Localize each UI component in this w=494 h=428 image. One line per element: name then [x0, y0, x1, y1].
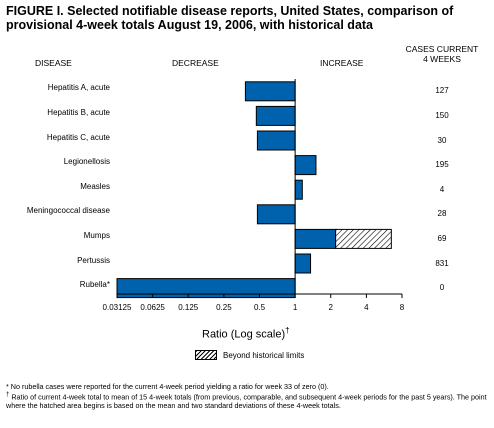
bar-1: [255, 105, 296, 126]
cases-value: 195: [435, 160, 449, 170]
cases-value: 4: [439, 184, 445, 194]
cases-value: 127: [435, 86, 449, 96]
x-tick-label: 2: [329, 303, 334, 312]
disease-label: Hepatitis B, acute: [47, 107, 110, 117]
legend-label: Beyond historical limits: [223, 350, 305, 360]
header-cases-line1: CASES CURRENT: [405, 44, 479, 54]
x-axis: 0.03125 0.0625 0.125 0.25 0.5 1 2 4 8: [103, 293, 405, 312]
disease-label: Hepatitis C, acute: [46, 132, 110, 142]
cases-value: 28: [437, 209, 447, 219]
bar-0: [244, 81, 296, 102]
header-cases: CASES CURRENT 4 WEEKS: [392, 44, 492, 64]
cases-value: 30: [437, 135, 447, 145]
header-disease: DISEASE: [35, 58, 72, 68]
header-decrease: DECREASE: [172, 58, 219, 68]
header-increase: INCREASE: [320, 58, 364, 68]
bar-8: [116, 278, 296, 299]
hatched-swatch: [195, 350, 217, 360]
x-axis-title: Ratio (Log scale)†: [202, 326, 290, 341]
disease-label: Legionellosis: [63, 157, 110, 167]
disease-label: Pertussis: [77, 255, 110, 265]
x-tick-label: 1: [293, 303, 298, 312]
cases-value: 831: [435, 258, 449, 268]
x-tick-label: 0.25: [216, 303, 232, 312]
x-axis-title-mark: †: [285, 326, 290, 335]
footnote-star-text: No rubella cases were reported for the c…: [10, 382, 329, 391]
figure-title: FIGURE I. Selected notifiable disease re…: [6, 4, 454, 32]
cases-value: 69: [437, 233, 447, 243]
footnote-dagger: † Ratio of current 4-week total to mean …: [6, 392, 487, 411]
x-tick-label: 0.0625: [140, 303, 165, 312]
bar-group: [116, 79, 392, 299]
footnotes: * No rubella cases were reported for the…: [6, 382, 490, 410]
bar-5: [256, 204, 296, 225]
x-axis-title-text: Ratio (Log scale): [202, 328, 286, 341]
bar-2: [256, 130, 296, 151]
disease-label: Mumps: [83, 230, 110, 240]
legend: Beyond historical limits: [195, 350, 304, 360]
cases-value: 0: [439, 283, 445, 293]
disease-label: Measles: [80, 181, 110, 191]
bar-beyond-limits-6: [335, 228, 392, 249]
x-tick-label: 0.125: [178, 303, 199, 312]
disease-label: Meningococcal disease: [26, 206, 110, 216]
bar-7: [294, 253, 312, 274]
footnote-dagger-text: Ratio of current 4-week total to mean of…: [6, 392, 487, 411]
x-tick-label: 0.5: [254, 303, 266, 312]
bar-3: [294, 155, 317, 176]
x-tick-label: 4: [364, 303, 369, 312]
x-tick-label: 8: [400, 303, 405, 312]
footnote-star: * No rubella cases were reported for the…: [6, 382, 329, 391]
disease-label: Rubella*: [79, 280, 110, 290]
x-tick-label: 0.03125: [103, 303, 132, 312]
bar-6: [294, 228, 337, 249]
bar-4: [294, 179, 303, 200]
header-cases-line2: 4 WEEKS: [423, 54, 461, 64]
disease-label: Hepatitis A, acute: [47, 83, 110, 93]
cases-value: 150: [435, 110, 449, 120]
